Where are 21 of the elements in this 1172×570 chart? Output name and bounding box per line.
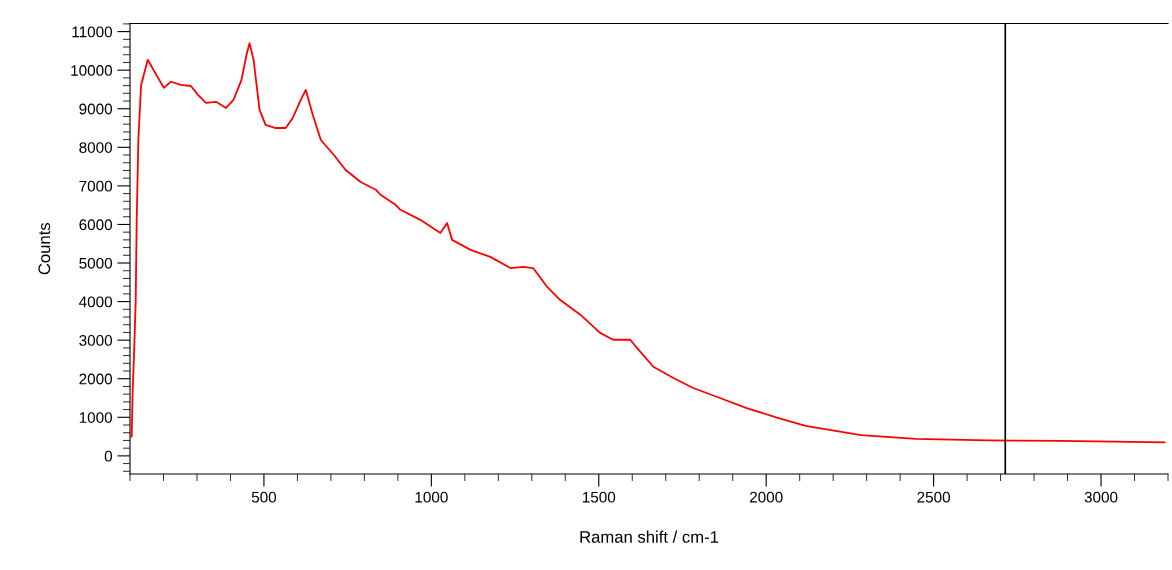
y-tick-label: 6000 <box>79 219 113 231</box>
y-tick-label: 2000 <box>79 373 113 385</box>
x-tick-label: 500 <box>251 491 277 503</box>
y-tick-label: 9000 <box>79 103 113 115</box>
y-tick-label: 7000 <box>79 180 113 192</box>
y-tick-label: 8000 <box>79 142 113 153</box>
x-axis-title: Raman shift / cm-1 <box>580 530 719 543</box>
y-tick-label: 3000 <box>79 335 113 346</box>
x-tick-label: 1000 <box>415 491 448 503</box>
y-tick-label: 1000 <box>79 412 113 423</box>
x-tick-label: 2000 <box>749 491 783 503</box>
y-tick-label: 0 <box>104 450 113 462</box>
x-tick-label: 3000 <box>1084 491 1118 503</box>
y-tick-label: 5000 <box>79 257 113 269</box>
x-tick-label: 1500 <box>582 491 616 503</box>
y-tick-label: 10000 <box>71 65 113 76</box>
x-tick-label: 2500 <box>917 491 951 503</box>
y-axis-title: Counts <box>38 222 51 275</box>
y-tick-label: 11000 <box>72 26 113 38</box>
line-series <box>130 42 1166 444</box>
y-tick-label: 4000 <box>79 296 113 308</box>
